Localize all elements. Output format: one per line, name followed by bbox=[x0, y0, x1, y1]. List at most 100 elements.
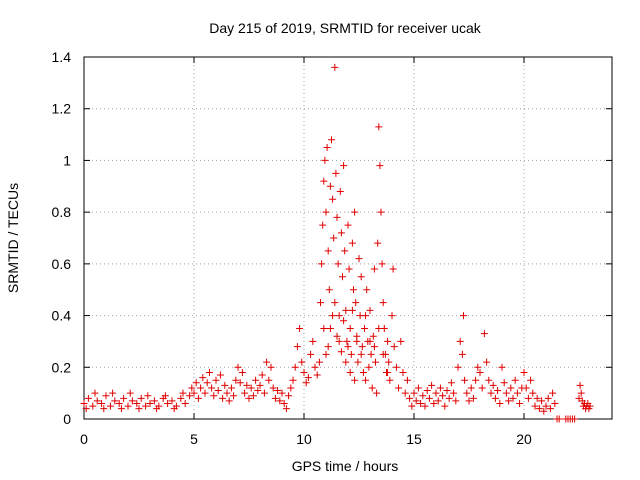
data-point bbox=[478, 384, 486, 392]
y-tick-label: 0.6 bbox=[52, 256, 72, 272]
data-point bbox=[150, 397, 158, 405]
data-point bbox=[331, 299, 339, 307]
data-point bbox=[436, 384, 444, 392]
data-point bbox=[365, 363, 373, 371]
data-point bbox=[414, 384, 422, 392]
data-point bbox=[544, 394, 552, 402]
data-point bbox=[348, 306, 356, 314]
data-point bbox=[192, 379, 200, 387]
data-point bbox=[124, 402, 132, 410]
data-point bbox=[370, 265, 378, 273]
data-point bbox=[326, 325, 334, 332]
data-point bbox=[511, 376, 519, 384]
data-point bbox=[318, 260, 326, 268]
data-point bbox=[410, 389, 418, 397]
data-point bbox=[223, 389, 231, 397]
data-point bbox=[450, 389, 458, 397]
data-point bbox=[531, 402, 539, 410]
data-point bbox=[513, 389, 521, 397]
data-point bbox=[307, 350, 315, 358]
data-point bbox=[333, 332, 341, 340]
data-point bbox=[263, 358, 271, 366]
data-point bbox=[489, 381, 497, 389]
data-point bbox=[403, 376, 411, 384]
plot-frame bbox=[83, 56, 613, 420]
data-point bbox=[520, 368, 528, 376]
data-point bbox=[293, 343, 301, 351]
data-point bbox=[201, 389, 209, 397]
data-point bbox=[109, 389, 117, 397]
data-point bbox=[498, 363, 506, 371]
data-point bbox=[320, 177, 328, 185]
data-point bbox=[332, 169, 340, 177]
data-point bbox=[443, 387, 451, 395]
data-point bbox=[494, 387, 502, 395]
data-point bbox=[342, 306, 350, 314]
data-point bbox=[343, 337, 351, 345]
data-point bbox=[346, 325, 354, 332]
data-point bbox=[317, 299, 324, 307]
y-tick-label: 1.4 bbox=[52, 49, 72, 65]
data-point bbox=[214, 387, 222, 395]
data-point bbox=[524, 394, 532, 402]
data-point bbox=[500, 379, 508, 387]
data-point bbox=[337, 229, 345, 237]
data-point bbox=[245, 394, 253, 402]
data-point bbox=[80, 399, 88, 407]
data-point bbox=[106, 402, 114, 410]
data-point bbox=[439, 392, 447, 400]
data-point bbox=[188, 384, 196, 392]
data-point bbox=[271, 394, 279, 402]
data-point bbox=[322, 350, 330, 358]
data-point bbox=[258, 371, 266, 379]
data-point bbox=[373, 389, 381, 397]
data-point bbox=[289, 376, 297, 384]
data-point bbox=[507, 384, 515, 392]
data-point bbox=[93, 397, 101, 405]
data-point bbox=[370, 343, 378, 351]
data-point bbox=[368, 384, 376, 392]
y-tick-label: 0.4 bbox=[52, 308, 72, 324]
data-point bbox=[164, 399, 172, 407]
data-point bbox=[345, 265, 353, 273]
data-point bbox=[120, 394, 128, 402]
data-point bbox=[238, 368, 246, 376]
data-point bbox=[221, 381, 229, 389]
data-point bbox=[340, 317, 348, 325]
data-point bbox=[375, 123, 383, 131]
data-point bbox=[181, 399, 189, 407]
data-point bbox=[128, 397, 136, 405]
data-point bbox=[469, 394, 477, 402]
data-point bbox=[324, 247, 332, 255]
data-point bbox=[322, 208, 330, 216]
data-point bbox=[247, 384, 255, 392]
data-point bbox=[144, 392, 152, 400]
data-point bbox=[313, 371, 321, 379]
data-point bbox=[232, 376, 240, 384]
data-point bbox=[265, 376, 273, 384]
data-point bbox=[421, 402, 429, 410]
x-tick-label: 15 bbox=[406, 431, 422, 447]
y-tick-label: 0 bbox=[63, 411, 71, 427]
data-point bbox=[577, 389, 585, 397]
data-point bbox=[353, 332, 361, 340]
data-point bbox=[190, 389, 198, 397]
data-point bbox=[428, 381, 436, 389]
data-point bbox=[340, 162, 348, 170]
data-point bbox=[379, 299, 387, 307]
data-point bbox=[390, 343, 398, 351]
data-point bbox=[276, 397, 284, 405]
data-point bbox=[225, 397, 233, 405]
data-point bbox=[485, 376, 493, 384]
data-point bbox=[538, 397, 546, 405]
data-point bbox=[300, 368, 308, 376]
data-point bbox=[311, 363, 319, 371]
data-point bbox=[505, 397, 513, 405]
data-point bbox=[406, 394, 414, 402]
data-point bbox=[385, 358, 393, 366]
data-point bbox=[320, 325, 328, 332]
data-point bbox=[82, 405, 90, 413]
data-point bbox=[249, 392, 257, 400]
data-point bbox=[208, 384, 216, 392]
